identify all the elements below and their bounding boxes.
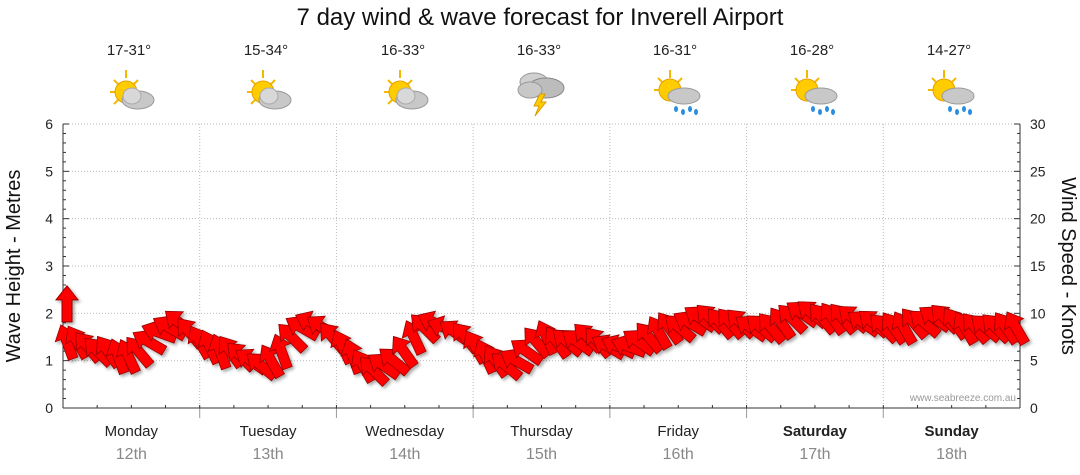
right-tick-label: 25 [1030,163,1046,179]
day-label: Friday [657,423,699,440]
credit-text: www.seabreeze.com.au [909,393,1016,404]
day-label: Sunday [925,423,980,440]
day-3-temperature: 16-33° [380,42,426,59]
chart-grid [63,123,1020,408]
date-label: 16th [663,446,694,463]
day-5-temperature: 16-31° [652,42,698,59]
day-label: Saturday [783,423,848,440]
chart-labels: 0 1 2 3 4 5 6 0 5 10 15 20 25 30 Wave Height - Metres W… [3,116,1079,463]
date-label: 12th [116,446,147,463]
day-7-temperature: 14-27° [926,42,972,59]
date-label: 18th [936,446,967,463]
day-2-temperature: 15-34° [243,42,289,59]
wind-arrow [132,329,168,356]
thunderstorm-icon [510,66,570,122]
wind-arrow [391,335,419,370]
wind-arrow [499,348,535,375]
day-1-temperature: 17-31° [106,42,152,59]
partly-cloudy-sun-icon [374,66,434,122]
sun-rain-showers-icon [783,66,843,122]
left-tick-label: 4 [45,211,53,227]
day-label: Monday [105,423,159,440]
date-label: 15th [526,446,557,463]
right-tick-label: 30 [1030,116,1046,132]
date-label: 13th [253,446,284,463]
right-tick-label: 15 [1030,258,1046,274]
day-4-temperature: 16-33° [516,42,562,59]
left-tick-label: 2 [45,305,53,321]
left-axis-title: Wave Height - Metres [3,170,25,363]
left-tick-label: 3 [45,258,53,274]
date-label: 14th [389,446,420,463]
day-label: Wednesday [365,423,444,440]
wind-arrow [909,310,942,339]
day-6-temperature: 16-28° [789,42,835,59]
right-tick-label: 5 [1030,353,1038,369]
date-label: 17th [799,446,830,463]
chart-axes [62,123,1021,418]
partly-cloudy-sun-icon [100,66,160,122]
wind-arrow [278,323,309,354]
right-tick-label: 0 [1030,400,1038,416]
left-tick-label: 6 [45,116,53,132]
sun-rain-showers-icon [646,66,706,122]
right-tick-label: 10 [1030,305,1046,321]
left-tick-label: 5 [45,163,53,179]
right-axis-title: Wind Speed - Knots [1057,177,1079,355]
partly-cloudy-sun-icon [237,66,297,122]
current-wind-arrow [54,285,80,323]
day-label: Thursday [510,423,573,440]
day-label: Tuesday [240,423,297,440]
chart-title: 7 day wind & wave forecast for Inverell … [296,4,784,31]
right-tick-label: 20 [1030,211,1046,227]
left-tick-label: 1 [45,353,53,369]
sun-rain-showers-icon [920,66,980,122]
wind-arrows [54,285,1030,387]
left-tick-label: 0 [45,400,53,416]
wind-arrow [1003,311,1030,347]
